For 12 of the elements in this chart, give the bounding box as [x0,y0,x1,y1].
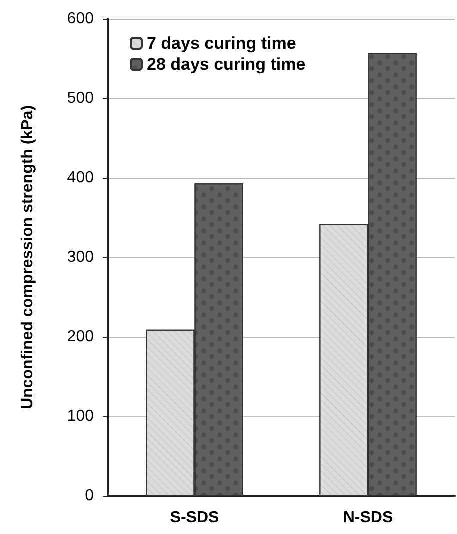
legend-label: 7 days curing time [147,34,296,53]
y-tick-label: 100 [67,408,94,425]
y-tick-label: 0 [85,488,94,504]
y-tick-label: 500 [67,90,94,107]
y-tick-label: 200 [67,328,94,346]
legend-label: 28 days curing time [147,55,306,74]
x-tick-label: N-SDS [343,510,394,526]
y-tick-label: 400 [67,170,94,186]
y-axis-title: Unconfined compression strength (kPa) [20,105,36,410]
y-tick-label: 300 [67,249,94,266]
y-tick-label: 600 [67,10,94,28]
x-tick-label: S-SDS [170,510,220,526]
